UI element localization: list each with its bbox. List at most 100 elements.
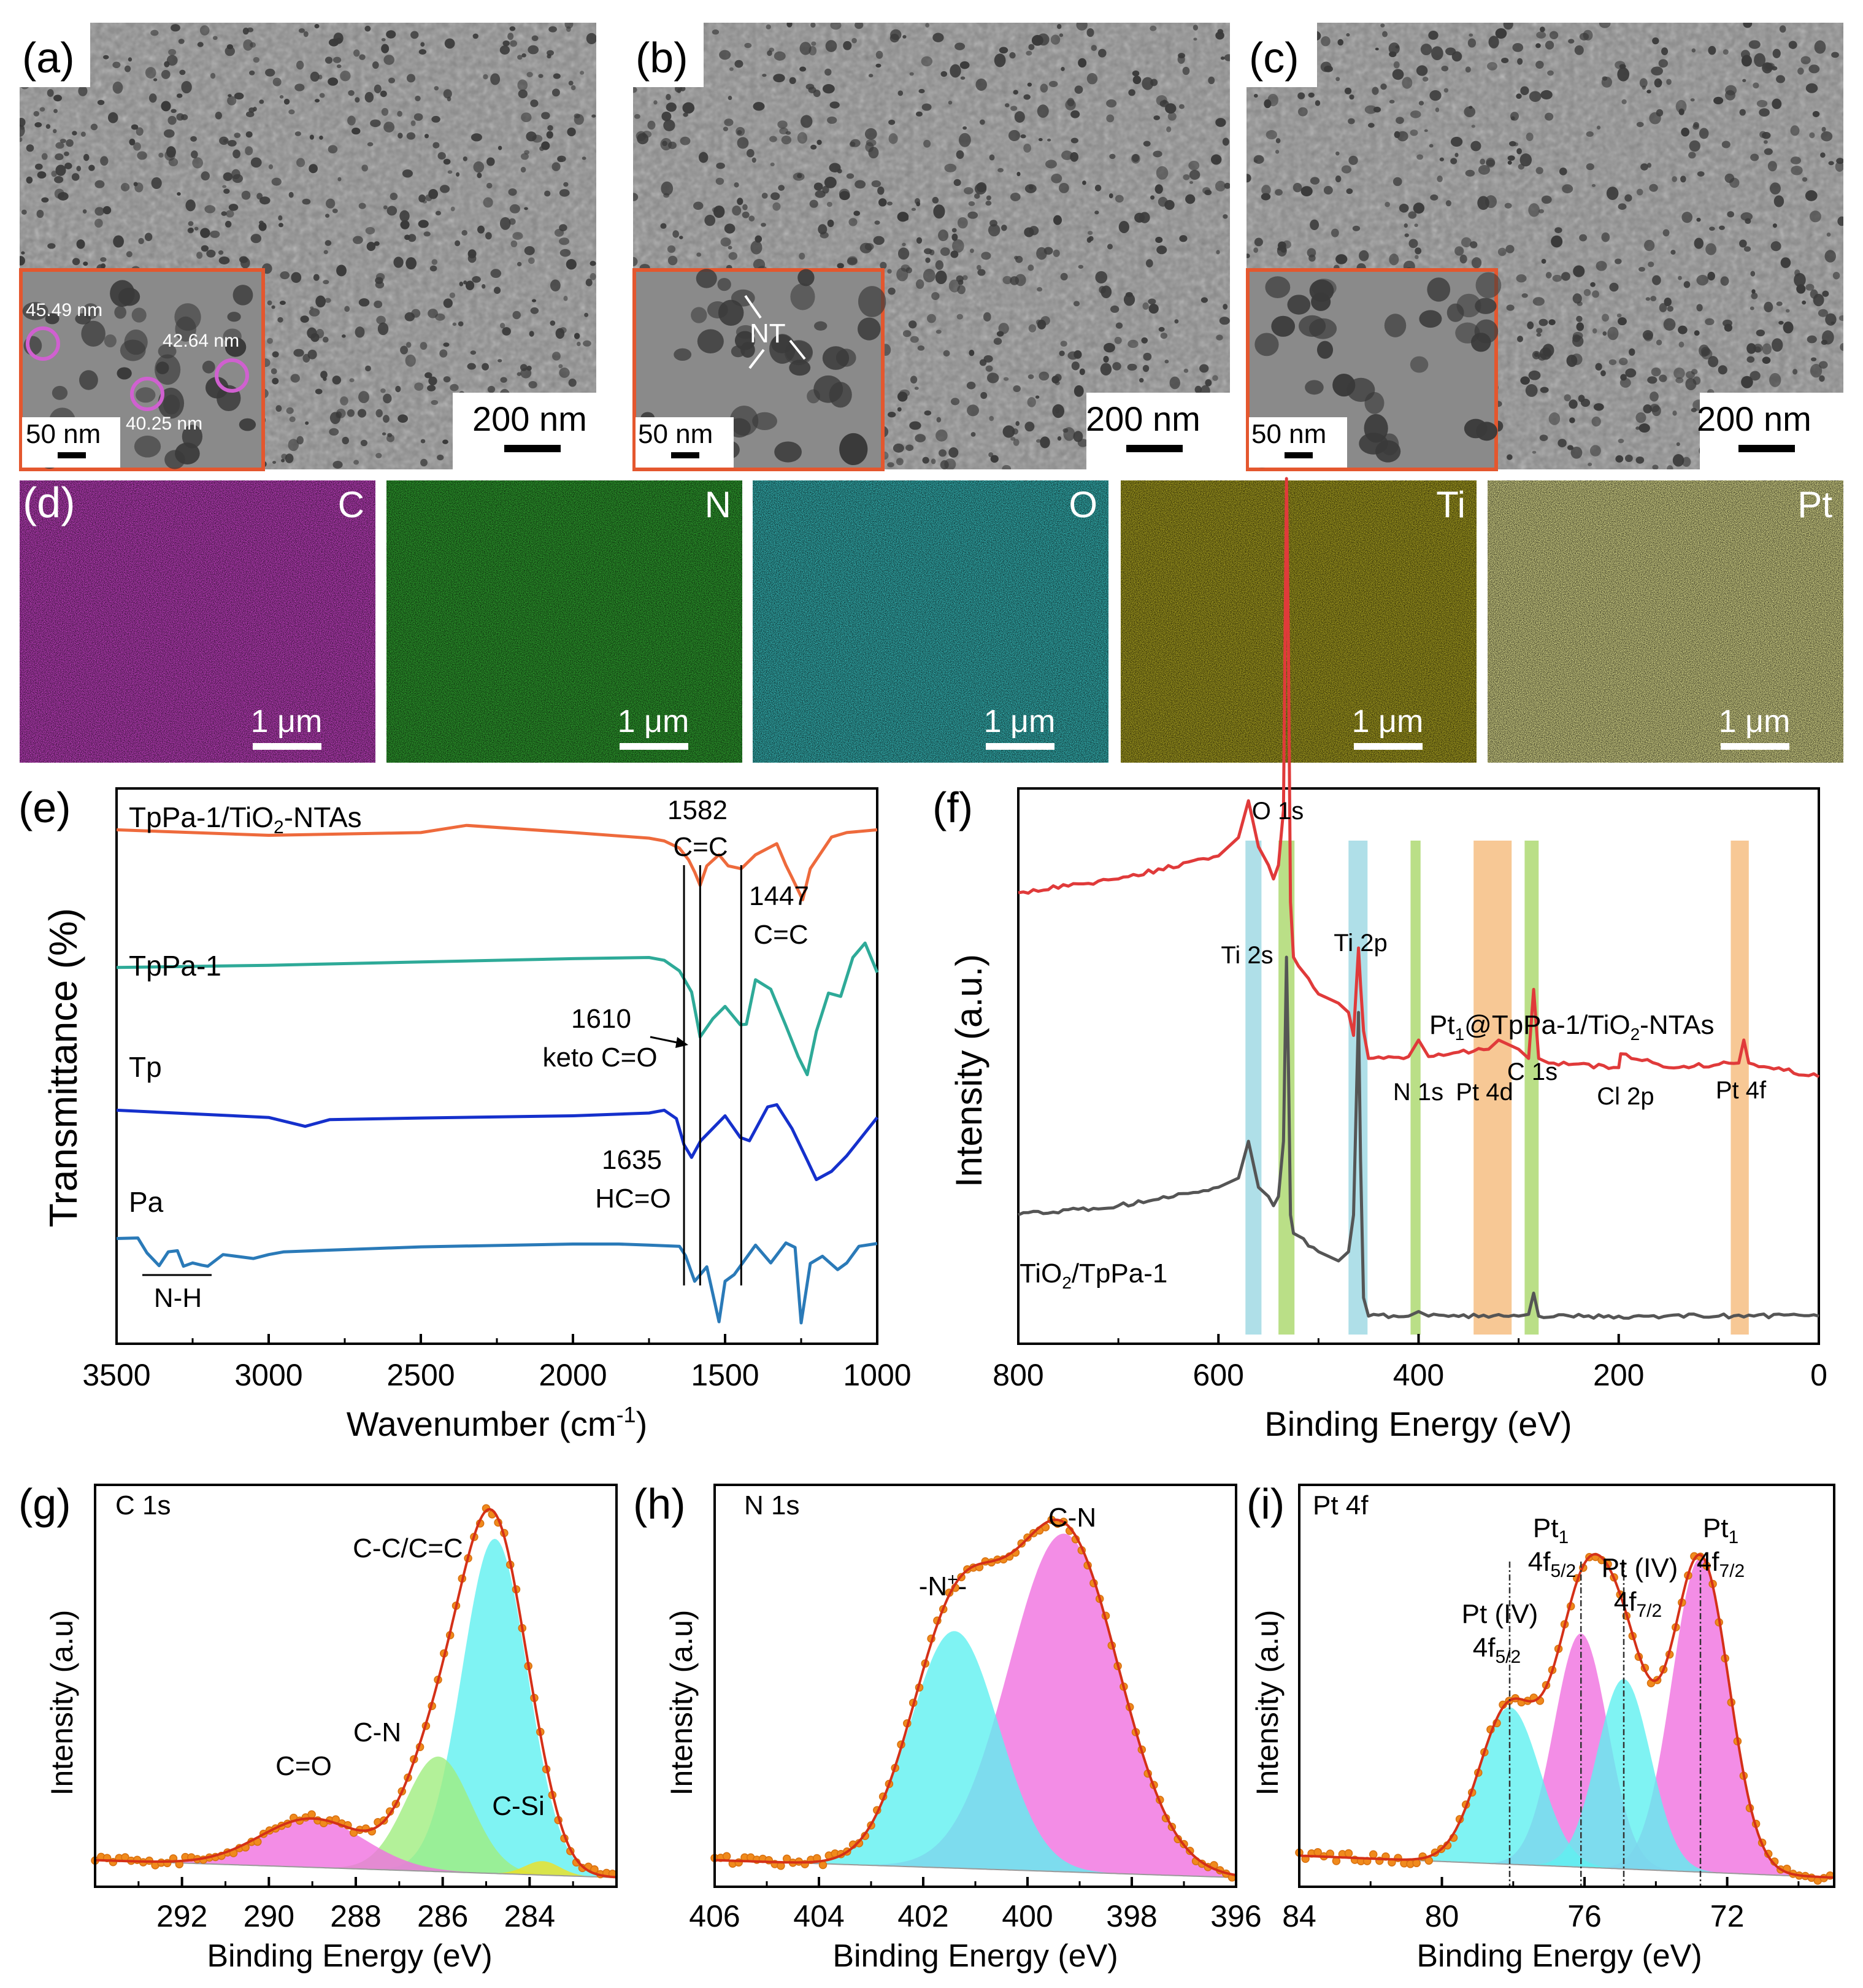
pore (1739, 109, 1746, 116)
f-peak-ti2s: Ti 2s (1221, 942, 1273, 969)
e-xtick-label: 3500 (82, 1358, 150, 1392)
pore (1643, 404, 1652, 414)
pore (559, 248, 571, 257)
pore (1537, 353, 1546, 361)
pore (145, 67, 156, 79)
pore (901, 264, 910, 272)
pore (805, 83, 815, 90)
fit-envelope (1299, 1553, 1835, 1879)
pore (485, 232, 492, 240)
pore (253, 107, 257, 112)
pore (1408, 239, 1418, 248)
pore (1659, 374, 1667, 382)
pore (510, 240, 518, 247)
pore (634, 114, 640, 119)
inset-pore (1309, 318, 1337, 339)
pore (113, 235, 125, 248)
pore (253, 56, 259, 63)
pore (97, 99, 105, 106)
h-title: N 1s (744, 1490, 799, 1520)
pore (21, 251, 25, 255)
pore (1812, 110, 1820, 117)
eds-noise (386, 480, 742, 763)
pore (486, 182, 493, 189)
pore (1393, 61, 1400, 69)
pore (1683, 281, 1691, 288)
pore (1794, 272, 1806, 287)
pore (1625, 368, 1637, 378)
pore (983, 312, 991, 322)
pore (1805, 83, 1818, 93)
pore (414, 382, 424, 391)
inset-pore (239, 418, 256, 431)
inset-pore (158, 344, 177, 359)
pore (1646, 90, 1651, 94)
pore (1158, 326, 1165, 332)
pore (1586, 131, 1594, 137)
pore (548, 26, 557, 33)
pore (1647, 376, 1657, 384)
pore (1179, 235, 1188, 242)
pore (1335, 254, 1348, 264)
pore (538, 74, 544, 79)
pore (916, 237, 923, 244)
inset-pore (227, 312, 241, 322)
pore (1724, 173, 1735, 183)
inset-pore (136, 387, 156, 403)
pore (633, 87, 637, 93)
pore (1153, 115, 1161, 120)
pore (228, 204, 239, 211)
xtick-label: 84 (1282, 1899, 1316, 1933)
inset-pore (734, 331, 756, 350)
inset-pore (1427, 277, 1451, 302)
pore (1396, 117, 1404, 124)
scalebar-c: 200 nm (1697, 393, 1843, 469)
pore (348, 90, 355, 96)
pore (1310, 177, 1320, 185)
pore (897, 391, 908, 402)
e-xtick-label: 1000 (843, 1358, 911, 1392)
pore (283, 98, 290, 105)
pore (1297, 107, 1308, 117)
pore (386, 30, 396, 39)
pore (955, 42, 966, 50)
pore (201, 171, 210, 181)
pore (355, 326, 365, 338)
pore (171, 109, 177, 114)
pore (528, 45, 539, 55)
pore (380, 388, 386, 393)
pore (1321, 36, 1331, 47)
pore (245, 111, 255, 118)
pore (1505, 245, 1515, 253)
pore (380, 90, 387, 98)
pore (1535, 167, 1543, 174)
pore (437, 454, 444, 461)
pore (1507, 454, 1513, 460)
pore (922, 457, 929, 464)
pore (1727, 211, 1735, 218)
pore (226, 210, 234, 218)
pore (956, 150, 964, 160)
pore (897, 407, 902, 412)
pore (1059, 33, 1064, 37)
pore (1038, 137, 1043, 142)
xtick-label: 400 (1002, 1899, 1053, 1933)
pore (1443, 88, 1448, 93)
pore (1772, 223, 1777, 228)
pore (1596, 125, 1601, 130)
pore (1696, 217, 1701, 222)
pore (456, 172, 460, 177)
pore (1602, 331, 1607, 336)
pore (1429, 90, 1442, 101)
pore (397, 110, 402, 117)
pore (200, 228, 210, 238)
pore (1685, 378, 1697, 390)
pore (1809, 132, 1815, 139)
pore (1054, 374, 1062, 382)
pore (1048, 80, 1058, 88)
pore (728, 96, 732, 101)
pore (64, 163, 72, 169)
pore (1392, 177, 1402, 187)
xtick-label: 72 (1710, 1899, 1745, 1933)
pore (1561, 272, 1570, 281)
